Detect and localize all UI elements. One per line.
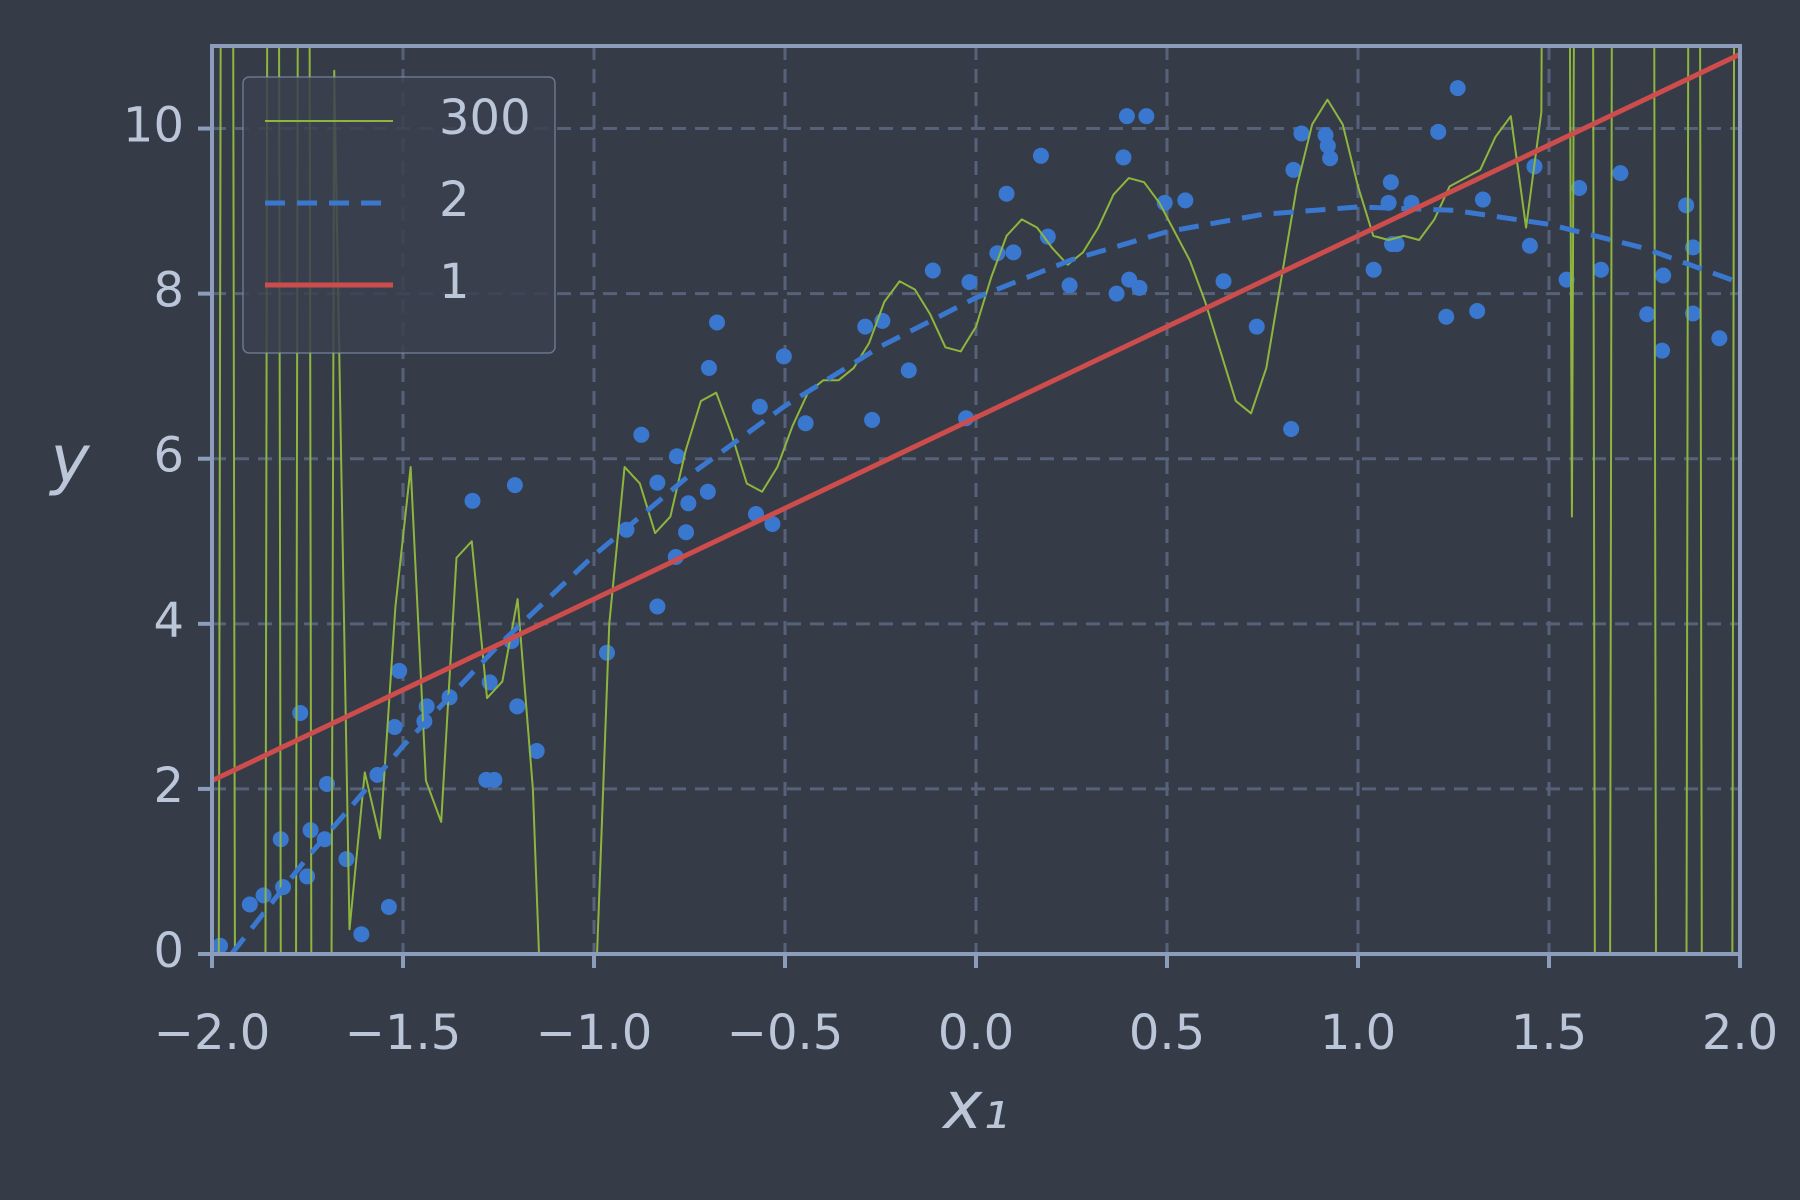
plot-area <box>212 46 1740 954</box>
scatter-point <box>391 662 408 679</box>
legend-label: 2 <box>439 172 470 228</box>
scatter-point <box>751 398 768 415</box>
scatter-point <box>1108 285 1125 302</box>
scatter-point <box>509 698 526 715</box>
line-series <box>228 204 1740 954</box>
x-tick-label: 0.0 <box>938 1005 1014 1061</box>
ticks: −2.0 −1.5 −1.0 −0.5 0.0 0.5 1.0 1.5 2.0 0 2 4 6 8 10 <box>123 98 1778 1061</box>
y-axis-label: y <box>48 421 90 498</box>
scatter-point <box>961 274 978 291</box>
scatter-point <box>255 887 272 904</box>
scatter-point <box>318 775 335 792</box>
scatter-point <box>1571 179 1588 196</box>
scatter-point <box>709 314 726 331</box>
line-series <box>217 46 1736 954</box>
scatter-point <box>1283 421 1300 438</box>
scatter-point <box>633 426 650 443</box>
scatter-point <box>506 477 523 494</box>
scatter-point <box>1293 125 1310 142</box>
scatter-point <box>380 898 397 915</box>
x-tick-label: 1.0 <box>1320 1005 1396 1061</box>
y-tick-label: 10 <box>123 98 184 154</box>
scatter-point <box>1215 273 1232 290</box>
y-tick-label: 4 <box>153 593 184 649</box>
y-tick-label: 2 <box>153 758 184 814</box>
scatter-point <box>1430 123 1447 140</box>
scatter-point <box>292 704 309 721</box>
scatter-point <box>764 515 781 532</box>
scatter-point <box>857 318 874 335</box>
x-tick-label: 1.5 <box>1511 1005 1587 1061</box>
scatter-point <box>1685 305 1702 322</box>
scatter-point <box>1322 150 1339 167</box>
legend-label: 300 <box>439 90 531 146</box>
scatter-point <box>1469 302 1486 319</box>
scatter-point <box>1654 342 1671 359</box>
x-tick-label: −2.0 <box>154 1005 271 1061</box>
scatter-point <box>1005 244 1022 261</box>
scatter-point <box>1449 80 1466 97</box>
scatter-point <box>1592 261 1609 278</box>
legend-label: 1 <box>439 254 470 310</box>
scatter-point <box>212 937 229 954</box>
scatter-point <box>1319 137 1336 154</box>
scatter-point <box>900 362 917 379</box>
legend: 300 2 1 <box>242 76 556 354</box>
scatter-point <box>1685 239 1702 256</box>
scatter-point <box>864 411 881 428</box>
scatter-point <box>478 771 495 788</box>
scatter-point <box>598 644 615 661</box>
y-tick-label: 6 <box>153 428 184 484</box>
scatter-point <box>1474 191 1491 208</box>
scatter-point <box>649 598 666 615</box>
scatter-point <box>775 348 792 365</box>
x-tick-label: 0.5 <box>1129 1005 1205 1061</box>
scatter-point <box>649 474 666 491</box>
scatter-point <box>1388 236 1405 253</box>
scatter-point <box>998 185 1015 202</box>
scatter-point <box>1521 237 1538 254</box>
scatter-point <box>338 851 355 868</box>
x-tick-label: −0.5 <box>727 1005 844 1061</box>
scatter-point <box>299 868 316 885</box>
scatter-point <box>386 719 403 735</box>
scatter-point <box>797 415 814 432</box>
scatter-point <box>680 495 697 512</box>
y-tick-label: 0 <box>153 923 184 979</box>
x-tick-label: −1.0 <box>536 1005 653 1061</box>
scatter-point <box>1039 228 1056 245</box>
scatter-point <box>1365 261 1382 278</box>
y-tick-label: 8 <box>153 263 184 319</box>
x-tick-label: −1.5 <box>345 1005 462 1061</box>
scatter-point <box>678 524 695 541</box>
scatter-point <box>1655 267 1672 284</box>
scatter-point <box>1115 149 1132 166</box>
scatter-point <box>1612 165 1629 182</box>
scatter-point <box>1131 279 1148 296</box>
scatter-point <box>1678 197 1695 214</box>
scatter-point <box>1138 108 1155 125</box>
line-series <box>212 51 1740 783</box>
scatter-point <box>1118 108 1135 125</box>
scatter-point <box>241 896 258 913</box>
scatter-point <box>1382 174 1399 191</box>
scatter-point <box>699 483 716 500</box>
scatter-point <box>1177 192 1194 209</box>
scatter-point <box>1285 161 1302 178</box>
x-tick-label: 2.0 <box>1702 1005 1778 1061</box>
scatter-point <box>1248 318 1265 335</box>
scatter-point <box>1061 277 1078 294</box>
scatter-point <box>353 926 370 943</box>
scatter-point <box>1711 330 1728 347</box>
scatter-point <box>700 359 717 376</box>
scatter-point <box>668 448 685 465</box>
scatter-point <box>1438 308 1455 325</box>
scatter-point <box>1639 306 1656 323</box>
scatter-point <box>924 262 941 279</box>
scatter-point <box>1032 147 1049 164</box>
scatter-point <box>528 742 545 759</box>
scatter-point <box>464 492 481 509</box>
x-axis-label: x₁ <box>941 1067 1009 1144</box>
